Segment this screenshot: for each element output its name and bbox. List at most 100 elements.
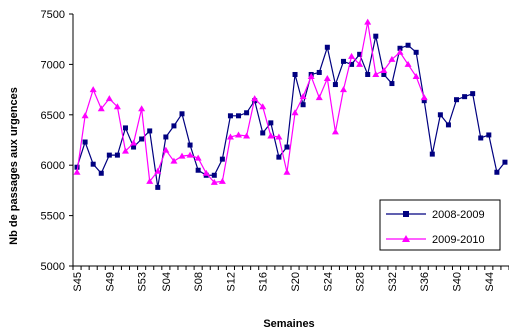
data-point <box>260 130 266 136</box>
legend-box <box>379 199 501 251</box>
data-point <box>388 55 396 62</box>
series-layer <box>73 18 508 190</box>
data-point <box>187 142 193 148</box>
data-point <box>462 94 468 100</box>
x-tick-label: S40 <box>452 272 464 292</box>
data-point <box>365 71 371 77</box>
y-tick-label: 7000 <box>41 59 65 71</box>
data-point <box>211 172 217 178</box>
data-point <box>210 178 218 185</box>
data-point <box>276 154 282 160</box>
data-point <box>348 52 356 59</box>
data-point <box>259 103 267 110</box>
data-point <box>315 94 323 101</box>
data-point <box>186 151 194 158</box>
data-point <box>243 132 251 139</box>
data-point <box>486 132 492 138</box>
x-tick-label: S12 <box>225 272 237 292</box>
series-2008-2009 <box>74 33 508 190</box>
legend-label-2008-2009: 2008-2009 <box>432 209 485 221</box>
x-tick-label: S36 <box>419 272 431 292</box>
data-point <box>251 95 259 102</box>
data-point <box>284 144 290 150</box>
data-point <box>349 61 355 67</box>
data-point <box>356 60 364 67</box>
x-tick-label: S49 <box>104 272 116 292</box>
data-point <box>502 159 508 165</box>
x-tick-label: S45 <box>72 272 84 292</box>
data-point <box>163 134 169 140</box>
x-axis-title: Semaines <box>263 318 314 330</box>
data-point <box>267 132 275 139</box>
data-point <box>236 113 242 119</box>
y-axis-title: Nb de passages aux urgences <box>8 87 20 245</box>
y-tick-label: 6000 <box>41 160 65 172</box>
data-point <box>291 109 299 116</box>
data-point <box>373 33 379 39</box>
data-point <box>268 120 274 126</box>
data-point <box>82 139 88 145</box>
data-point <box>299 93 307 100</box>
x-tick-label: S44 <box>484 272 496 292</box>
data-point <box>404 60 412 67</box>
data-point <box>130 139 138 146</box>
y-tick-label: 5500 <box>41 211 65 223</box>
data-point <box>131 144 137 150</box>
data-point <box>162 146 170 153</box>
data-point <box>227 113 233 119</box>
data-point <box>74 164 80 170</box>
data-point <box>81 112 89 119</box>
data-point <box>494 169 500 175</box>
data-point <box>323 75 331 82</box>
y-tick-label: 5000 <box>41 261 65 273</box>
data-point <box>372 70 380 77</box>
series-2009-2010 <box>73 18 428 185</box>
x-tick-label: S53 <box>137 272 149 292</box>
data-point <box>445 122 451 128</box>
data-point <box>300 102 306 108</box>
data-point <box>339 86 347 93</box>
data-point <box>90 161 96 167</box>
data-point <box>275 133 283 140</box>
data-point <box>73 168 81 175</box>
data-point <box>324 44 330 50</box>
data-point <box>316 69 322 75</box>
data-point <box>307 72 315 79</box>
data-point <box>97 105 105 112</box>
data-point <box>122 125 128 131</box>
data-point <box>292 71 298 77</box>
series-line-2009-2010 <box>76 21 425 183</box>
data-point <box>155 184 161 190</box>
data-point <box>195 167 201 173</box>
data-point <box>381 71 387 77</box>
data-point <box>396 48 404 55</box>
x-axis-ticks: S45 S49 S53 S04 S08 S12 S16 S20 S24 S28 S32 S36 S40 S… <box>72 266 509 292</box>
data-point <box>235 131 243 138</box>
data-point <box>98 170 104 176</box>
x-tick-label: S16 <box>258 272 270 292</box>
x-tick-label: S08 <box>193 272 205 292</box>
data-point <box>340 58 346 64</box>
data-point <box>413 49 419 55</box>
x-tick-label: S04 <box>161 272 173 292</box>
data-point <box>331 128 339 135</box>
data-point <box>283 168 291 175</box>
legend: 2008-2009 2009-2010 <box>379 199 501 251</box>
data-point <box>194 154 202 161</box>
data-point <box>357 51 363 57</box>
x-tick-label: S20 <box>290 272 302 292</box>
data-point <box>139 136 145 142</box>
data-point <box>146 177 154 184</box>
data-point <box>106 152 112 158</box>
x-tick-label: S24 <box>322 272 334 292</box>
data-point <box>429 151 435 157</box>
data-point <box>437 112 443 118</box>
data-point <box>219 156 225 162</box>
data-point <box>121 147 129 154</box>
data-point <box>412 72 420 79</box>
data-point <box>478 135 484 141</box>
data-point <box>420 94 428 101</box>
data-point <box>470 91 476 97</box>
data-point <box>226 133 234 140</box>
